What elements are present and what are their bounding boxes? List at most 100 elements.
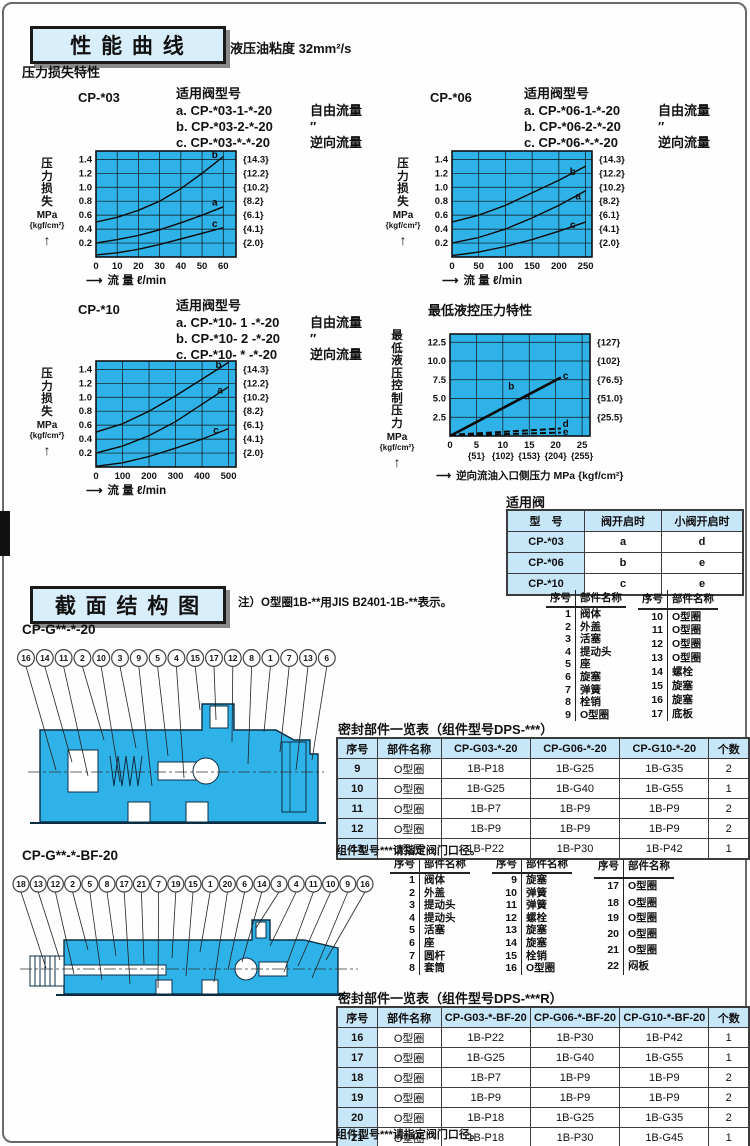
parts-row: 7 圆杆: [390, 949, 470, 963]
parts-row: 1 阀体: [546, 607, 626, 621]
parts-list-diagram1: 序号 部件名称 1 阀体 2 外盖 3 活塞 4 提动头 5 座 6 旋塞 7 弹簧 8 栓销 9 O型圈 序号 部件名称…: [546, 590, 718, 722]
svg-text:{8.2}: {8.2}: [599, 196, 620, 207]
svg-text:{10.2}: {10.2}: [243, 182, 269, 193]
parts-row: 11 O型圈: [638, 623, 718, 638]
part-number: 20: [607, 928, 619, 941]
valve-model-item: a. CP-*10- 1 -*-20 自由流量: [176, 315, 362, 331]
column-header: 序号: [336, 1006, 378, 1028]
part-name: 螺栓: [521, 911, 572, 925]
svg-text:{10.2}: {10.2}: [599, 182, 625, 193]
svg-text:1: 1: [268, 653, 273, 663]
part-name: 阀体: [419, 873, 470, 887]
parts-row: 2 外盖: [546, 620, 626, 634]
table-cell: 1: [708, 778, 750, 799]
parts-row: 13 旋塞: [492, 924, 572, 937]
parts-column-header: 部件名称: [623, 856, 674, 879]
svg-text:21: 21: [137, 879, 147, 889]
flow-direction-label: 自由流量: [658, 103, 711, 118]
svg-text:8: 8: [249, 653, 254, 663]
applicable-valves-table: 型 号阀开启时 小阀开启时 CP-*03 a d CP-*06 b e CP-*10 c e: [506, 509, 744, 596]
left-index-tab: [0, 511, 10, 556]
flow-direction-label: 逆向流量: [310, 347, 363, 362]
part-number: 2: [565, 620, 571, 633]
svg-text:{6.1}: {6.1}: [243, 210, 264, 221]
part-chip-4: [167, 649, 186, 667]
y-axis-char: 低: [391, 342, 403, 355]
part-name: O型圈: [623, 926, 674, 943]
curve-label-b: b: [570, 167, 576, 178]
parts-column-header: 部件名称: [667, 590, 718, 610]
cross-section-diagram-cp-g-bf-20: 18 13 12 2 5 8 17 21 7 19 15 1 20 6 14 3 4 11 10 9 16: [12, 875, 374, 996]
svg-text:100: 100: [115, 471, 131, 482]
table-cell: 1B-G25: [529, 1107, 621, 1128]
oring-jis-note: 注）O型圈1B-**用JIS B2401-1B-**表示。: [238, 597, 453, 609]
part-name: 套筒: [419, 962, 470, 975]
svg-text:{2.0}: {2.0}: [599, 238, 620, 249]
svg-text:0.2: 0.2: [79, 448, 92, 459]
svg-text:500: 500: [221, 471, 237, 482]
column-header: CP-G03-*-20: [440, 737, 531, 759]
table-cell: 1: [708, 1127, 750, 1146]
part-number: 12: [651, 638, 663, 651]
y-axis-char: 失: [41, 405, 53, 418]
table-cell: 1B-P22: [440, 838, 531, 860]
part-name: O型圈: [623, 894, 674, 911]
svg-text:0.6: 0.6: [435, 210, 448, 221]
table-row: 20 O型圈 1B-P18 1B-G25 1B-G35 2: [336, 1107, 750, 1128]
svg-text:11: 11: [59, 653, 68, 663]
svg-text:{12.2}: {12.2}: [243, 378, 269, 389]
part-chip-1: [201, 875, 219, 893]
part-name: 旋塞: [667, 679, 718, 694]
table-cell: 1B-G35: [619, 1107, 710, 1128]
part-chip-6: [236, 875, 254, 893]
svg-text:250: 250: [578, 261, 594, 272]
valve-body-cross-section: [20, 919, 358, 996]
curve-abc: [449, 376, 562, 438]
curve-label-b: b: [215, 360, 221, 371]
column-header: 个数: [708, 1006, 750, 1028]
diagram2-model-label: CP-G**-*-BF-20: [22, 848, 119, 863]
y-axis-char: 力: [397, 170, 409, 183]
table-row: 19 O型圈 1B-P9 1B-P9 1B-P9 2: [336, 1087, 750, 1108]
part-name: 弹簧: [575, 683, 626, 697]
svg-text:7: 7: [287, 653, 292, 663]
valve-list-cp10: 适用阀型号 a. CP-*10- 1 -*-20 自由流量 b. CP-*10- 2…: [176, 298, 362, 363]
curve-label-a: a: [217, 385, 223, 396]
parts-column-header: 序号: [492, 856, 522, 874]
valve-model-code: b. CP-*06-2-*-20: [524, 119, 621, 134]
table-cell: d: [661, 531, 744, 553]
table-cell: O型圈: [376, 1067, 442, 1088]
chart-minimum-pilot-pressure: 最低液压控制压力 MPa {kgf/cm²} ↑ b a c d e 2.5 {25.5} 5.0 {…: [370, 328, 680, 488]
svg-text:{127}: {127}: [597, 337, 621, 348]
y-axis-char: 力: [41, 380, 53, 393]
pressure-loss-subtitle: 压力损失特性: [22, 65, 101, 80]
parts-row: 16 旋塞: [638, 693, 718, 708]
table-row: 16 O型圈 1B-P22 1B-P30 1B-P42 1: [336, 1027, 750, 1048]
svg-text:{8.2}: {8.2}: [243, 406, 264, 417]
part-name: O型圈: [623, 942, 674, 959]
valve-model-item: a. CP-*06-1-*-20 自由流量: [524, 103, 710, 119]
part-name: 阀体: [575, 607, 626, 621]
curve-d: [449, 427, 561, 436]
parts-row: 17 底板: [638, 707, 718, 722]
part-number: 12: [505, 911, 517, 924]
svg-text:10.0: 10.0: [428, 356, 447, 367]
part-number: 5: [409, 924, 415, 937]
table-cell: 1: [708, 1027, 750, 1048]
parts-row: 14 螺栓: [638, 665, 718, 680]
curve-label-a: a: [524, 391, 530, 402]
parts-column-header: 部件名称: [419, 856, 470, 874]
curve-label-c: c: [563, 371, 569, 382]
parts-row: 15 旋塞: [638, 679, 718, 694]
part-name: 活塞: [575, 633, 626, 646]
applicable-valves-title: 适用阀: [506, 495, 546, 510]
up-arrow-icon: ↑: [393, 454, 401, 470]
parts-column: 序号 部件名称 9 旋塞 10 弹簧 11 弹簧 12 螺栓 13 旋塞 14 旋塞 15 栓销 16 O型圈: [492, 856, 572, 975]
svg-text:2: 2: [70, 879, 75, 889]
table-cell: 1: [708, 1047, 750, 1068]
y-axis-char: 压: [41, 158, 53, 170]
chart-cp03-pressure-loss: 压力损失 MPa {kgf/cm²} ↑ b a c 0.2 {2.0} 0.4 {4.1} 0.6…: [20, 146, 330, 306]
part-chip-5: [81, 875, 99, 893]
column-header: CP-G03-*-BF-20: [440, 1006, 531, 1028]
